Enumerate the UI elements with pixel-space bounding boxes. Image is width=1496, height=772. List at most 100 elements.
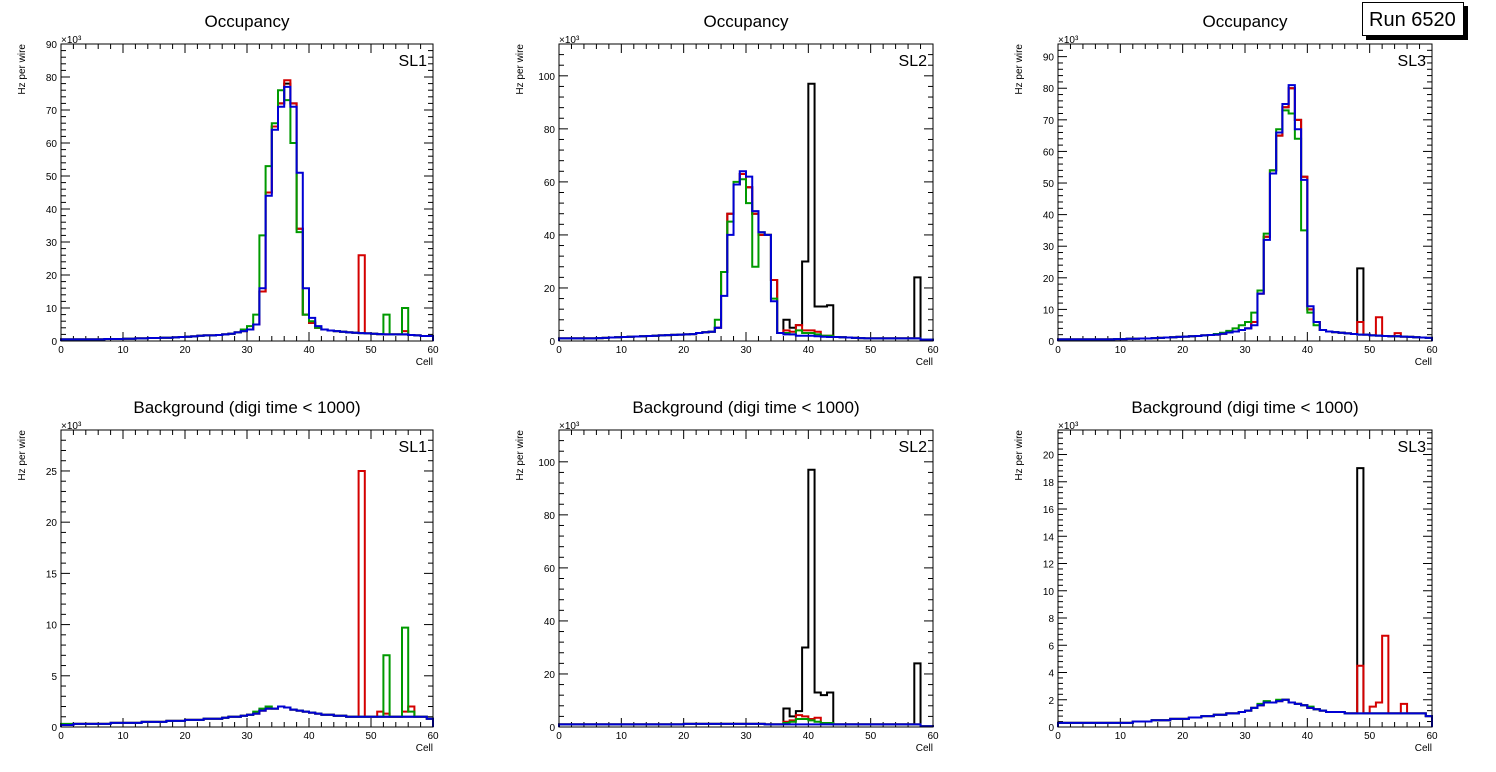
y-axis-label: Hz per wire: [515, 430, 526, 481]
y-exponent-label: ×10³: [61, 421, 82, 432]
plot-title: Occupancy: [1202, 12, 1288, 31]
y-tick-label: 60: [46, 139, 58, 150]
x-tick-label: 30: [740, 345, 752, 356]
x-tick-label: 40: [303, 731, 315, 742]
plot-title: Occupancy: [204, 12, 290, 31]
histogram-series-red: [60, 79, 434, 341]
y-tick-label: 0: [51, 723, 57, 734]
y-tick-label: 80: [544, 125, 556, 136]
x-tick-label: 30: [1239, 731, 1251, 742]
histogram-series-black: [558, 82, 934, 341]
y-tick-label: 10: [1043, 305, 1055, 316]
y-tick-label: 20: [46, 518, 58, 529]
y-axis-label: Hz per wire: [17, 430, 28, 481]
run-label: Run 6520: [1369, 9, 1456, 31]
x-tick-label: 50: [865, 345, 877, 356]
y-tick-label: 5: [51, 672, 57, 683]
x-tick-label: 50: [1364, 345, 1376, 356]
y-tick-label: 90: [1043, 53, 1055, 64]
run-label-box: Run 6520: [1362, 2, 1464, 36]
superlayer-label: SL1: [399, 53, 428, 70]
y-tick-label: 25: [46, 467, 58, 478]
x-tick-label: 10: [1115, 731, 1127, 742]
y-exponent-label: ×10³: [1058, 35, 1079, 46]
x-tick-label: 40: [303, 345, 315, 356]
plot-frame: [558, 429, 934, 728]
y-tick-label: 15: [46, 569, 58, 580]
x-tick-label: 20: [179, 731, 191, 742]
x-tick-label: 50: [365, 731, 377, 742]
histogram-series-black: [558, 468, 934, 728]
y-tick-label: 0: [51, 337, 57, 348]
y-tick-label: 14: [1043, 532, 1055, 543]
y-exponent-label: ×10³: [559, 421, 580, 432]
x-axis-label: Cell: [416, 357, 433, 368]
x-tick-label: 20: [179, 345, 191, 356]
y-tick-label: 40: [544, 617, 556, 628]
x-tick-label: 0: [556, 731, 562, 742]
plot-title: Occupancy: [703, 12, 789, 31]
x-tick-label: 20: [1177, 731, 1189, 742]
y-axis-label: Hz per wire: [1014, 430, 1025, 481]
y-tick-label: 20: [544, 670, 556, 681]
x-tick-label: 0: [556, 345, 562, 356]
y-axis-label: Hz per wire: [17, 44, 28, 95]
y-tick-label: 30: [1043, 242, 1055, 253]
y-tick-label: 100: [538, 458, 555, 469]
y-tick-label: 10: [1043, 587, 1055, 598]
plot-frame: [60, 43, 434, 342]
y-tick-label: 80: [46, 73, 58, 84]
histogram-series-blue: [1057, 698, 1433, 727]
y-tick-label: 2: [1048, 696, 1054, 707]
x-axis-label: Cell: [1415, 357, 1432, 368]
histogram-series-green: [60, 89, 434, 341]
y-tick-label: 40: [46, 205, 58, 216]
histogram-series-black: [1057, 87, 1433, 341]
x-tick-label: 20: [1177, 345, 1189, 356]
x-tick-label: 10: [117, 731, 129, 742]
y-tick-label: 50: [46, 172, 58, 183]
x-tick-label: 50: [865, 731, 877, 742]
x-tick-label: 0: [1055, 731, 1061, 742]
y-tick-label: 8: [1048, 614, 1054, 625]
x-tick-label: 10: [117, 345, 129, 356]
y-tick-label: 20: [544, 284, 556, 295]
plot-frame: [558, 43, 934, 342]
x-tick-label: 30: [1239, 345, 1251, 356]
superlayer-label: SL2: [899, 53, 928, 70]
y-tick-label: 0: [1048, 337, 1054, 348]
y-tick-label: 18: [1043, 478, 1055, 489]
y-exponent-label: ×10³: [61, 35, 82, 46]
x-tick-label: 10: [1115, 345, 1127, 356]
y-tick-label: 10: [46, 621, 58, 632]
x-tick-label: 30: [241, 345, 253, 356]
plot-frame: [60, 429, 434, 728]
x-tick-label: 40: [1302, 345, 1314, 356]
y-tick-label: 30: [46, 238, 58, 249]
x-tick-label: 60: [1426, 345, 1438, 356]
superlayer-label: SL2: [899, 439, 928, 456]
y-tick-label: 20: [1043, 274, 1055, 285]
histogram-series-blue: [1057, 84, 1433, 341]
x-axis-label: Cell: [916, 743, 933, 754]
x-axis-label: Cell: [416, 743, 433, 754]
y-tick-label: 70: [1043, 116, 1055, 127]
x-tick-label: 20: [678, 345, 690, 356]
y-tick-label: 16: [1043, 505, 1055, 516]
histogram-series-blue: [60, 705, 434, 727]
histogram-series-blue: [558, 170, 934, 341]
x-tick-label: 60: [1426, 731, 1438, 742]
x-tick-label: 50: [1364, 731, 1376, 742]
y-tick-label: 90: [46, 40, 58, 51]
x-tick-label: 40: [1302, 731, 1314, 742]
plot-frame: [1057, 429, 1433, 728]
y-exponent-label: ×10³: [1058, 421, 1079, 432]
y-tick-label: 6: [1048, 641, 1054, 652]
y-tick-label: 20: [46, 271, 58, 282]
histogram-series-black: [60, 82, 434, 341]
y-tick-label: 60: [544, 178, 556, 189]
plot-title: Background (digi time < 1000): [133, 398, 360, 417]
x-tick-label: 40: [803, 345, 815, 356]
x-tick-label: 0: [58, 731, 64, 742]
y-tick-label: 80: [544, 511, 556, 522]
